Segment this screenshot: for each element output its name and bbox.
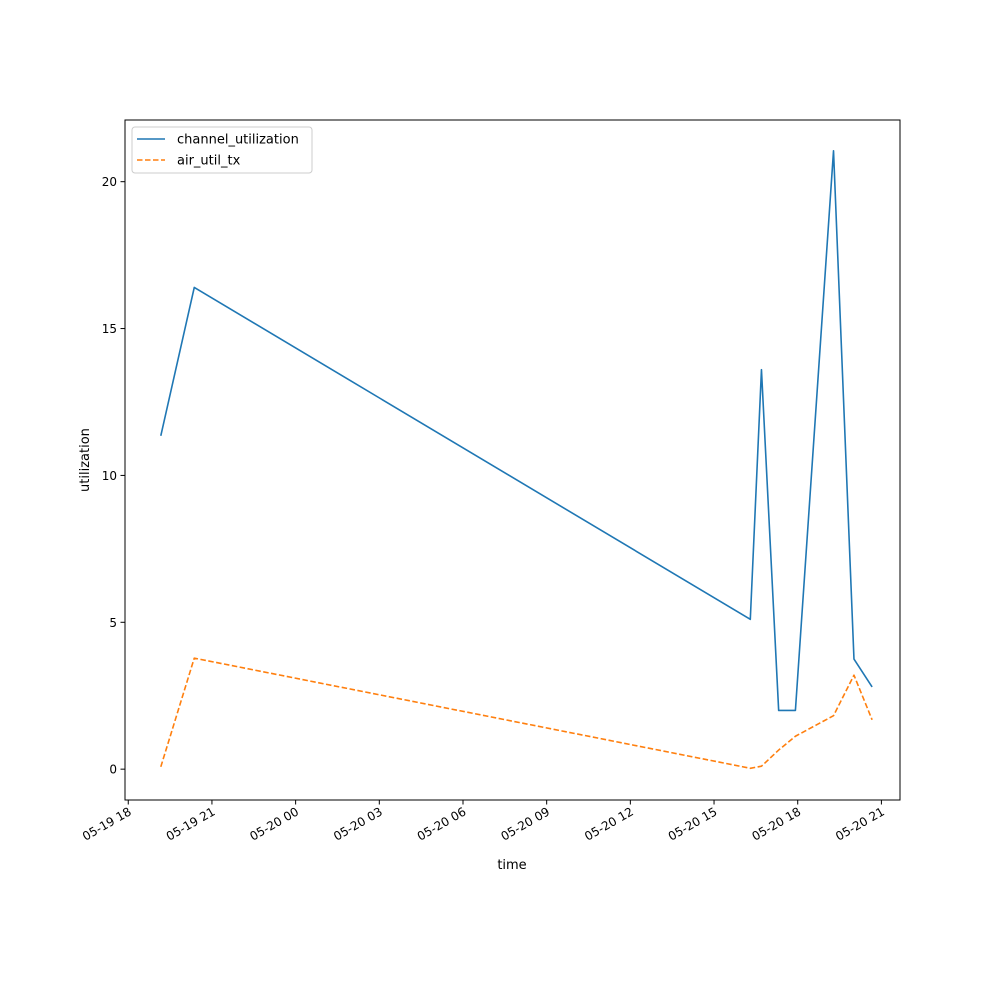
x-tick-label: 05-20 18 [749, 804, 803, 843]
x-tick-label: 05-20 09 [498, 804, 552, 843]
legend-label-air-util-tx: air_util_tx [177, 154, 241, 169]
y-axis-ticks: 0 5 10 15 20 [102, 175, 125, 777]
x-tick-label: 05-20 06 [415, 804, 469, 843]
x-axis-ticks: 05-19 18 05-19 21 05-20 00 05-20 03 05-20 06… [80, 800, 887, 844]
y-tick-label: 5 [109, 616, 117, 630]
x-tick-label: 05-20 15 [666, 804, 720, 843]
x-tick-label: 05-20 21 [833, 804, 887, 843]
y-axis-label: utilization [78, 428, 93, 492]
legend-box [131, 126, 313, 174]
series-layer [160, 150, 873, 770]
y-tick-label: 20 [102, 175, 117, 189]
legend-label-channel-utilization: channel_utilization [177, 133, 299, 148]
x-tick-label: 05-20 12 [582, 804, 636, 843]
y-tick-label: 10 [102, 469, 117, 483]
y-tick-label: 0 [109, 763, 117, 777]
plot-area [124, 119, 901, 801]
y-tick-label: 15 [102, 322, 117, 336]
legend: channel_utilization air_util_tx [131, 126, 313, 174]
x-tick-label: 05-20 00 [247, 804, 301, 843]
x-tick-label: 05-19 18 [80, 804, 134, 843]
x-axis-label: time [497, 858, 526, 873]
x-tick-label: 05-20 03 [331, 804, 385, 843]
plot-frame [124, 119, 901, 801]
x-tick-label: 05-19 21 [164, 804, 218, 843]
series-line-air-util-tx [160, 657, 873, 770]
series-line-channel-utilization [160, 150, 873, 712]
